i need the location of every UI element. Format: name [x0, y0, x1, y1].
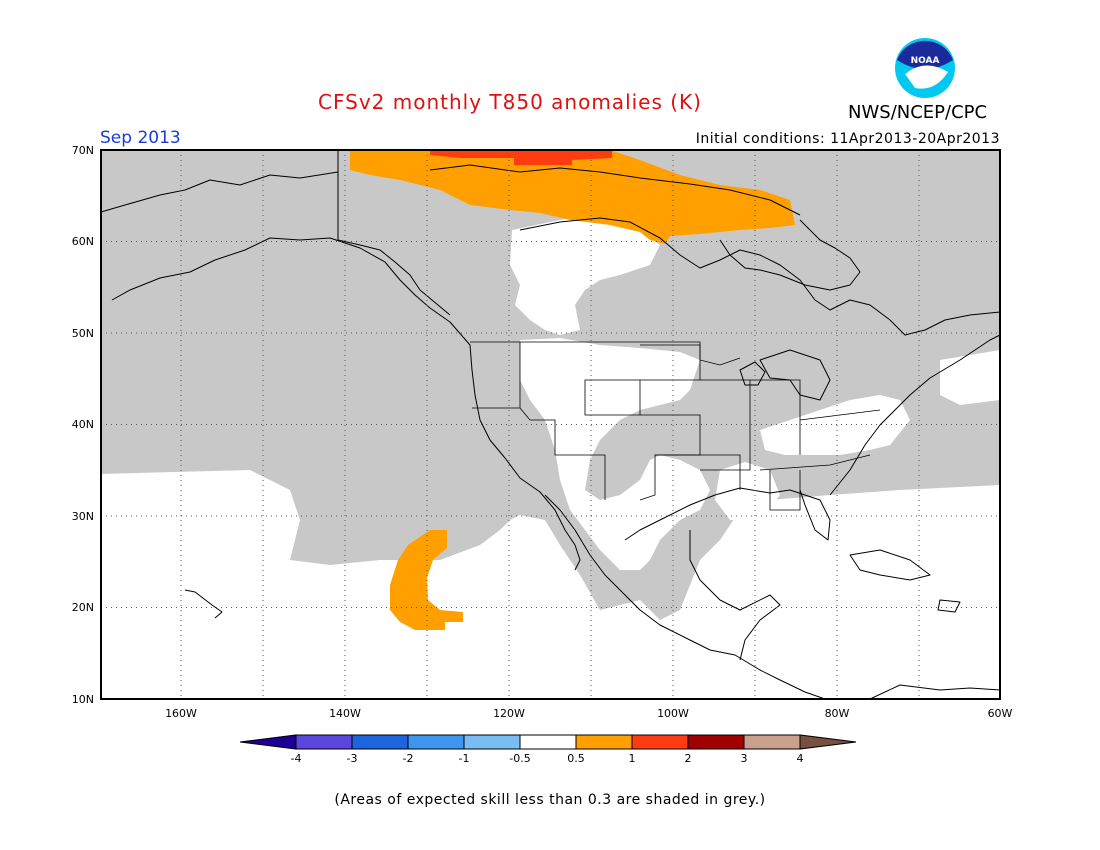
colorbar-tick-label: -0.5	[509, 752, 530, 765]
colorbar-tick-label: -1	[459, 752, 470, 765]
colorbar-swatch	[687, 734, 745, 750]
lon-label: 60W	[988, 707, 1013, 720]
colorbar-tick-label: 0.5	[567, 752, 585, 765]
lat-label: 30N	[72, 510, 94, 523]
agency-label: NWS/NCEP/CPC	[848, 102, 988, 123]
colorbar-tick-label: -3	[347, 752, 358, 765]
colorbar-swatch	[407, 734, 465, 750]
forecast-month: Sep 2013	[100, 128, 181, 148]
colorbar-tick-label: -2	[403, 752, 414, 765]
colorbar-swatch	[631, 734, 689, 750]
lon-label: 140W	[329, 707, 361, 720]
colorbar-arrow-right	[799, 734, 857, 750]
skill-note: (Areas of expected skill less than 0.3 a…	[334, 792, 766, 808]
colorbar: -4 -3 -2 -1 -0.5 0.5 1 2 3 4	[239, 734, 857, 765]
lat-label: 60N	[72, 235, 94, 248]
lon-label: 120W	[493, 707, 525, 720]
colorbar-swatch	[351, 734, 409, 750]
neutral-regions	[101, 212, 1000, 699]
lon-label: 80W	[825, 707, 850, 720]
lon-label: 160W	[165, 707, 197, 720]
colorbar-tick-label: 1	[629, 752, 636, 765]
colorbar-swatch	[463, 734, 521, 750]
colorbar-tick-label: 4	[797, 752, 804, 765]
map-area	[100, 149, 1001, 700]
map-frame	[100, 149, 1001, 700]
colorbar-swatch	[575, 734, 633, 750]
colorbar-tick-label: -4	[291, 752, 302, 765]
noaa-logo: NOAA	[895, 38, 955, 98]
lon-label: 100W	[657, 707, 689, 720]
colorbar-arrow-left	[239, 734, 297, 750]
state-boundaries	[470, 341, 881, 511]
colorbar-swatch	[295, 734, 353, 750]
coastlines	[100, 150, 1001, 700]
colorbar-tick-label: 3	[741, 752, 748, 765]
lat-label: 50N	[72, 327, 94, 340]
lat-label: 40N	[72, 418, 94, 431]
initial-conditions: Initial conditions: 11Apr2013-20Apr2013	[695, 131, 1000, 147]
colorbar-swatch	[743, 734, 801, 750]
colorbar-tick-label: 2	[685, 752, 692, 765]
lat-labels: 70N 60N 50N 40N 30N 20N 10N	[72, 144, 94, 706]
lon-labels: 160W 140W 120W 100W 80W 60W	[165, 707, 1012, 720]
lat-label: 20N	[72, 601, 94, 614]
lat-label: 10N	[72, 693, 94, 706]
colorbar-swatch	[519, 734, 577, 750]
logo-text: NOAA	[911, 56, 940, 66]
anomaly-red-region	[430, 150, 612, 165]
page-title: CFSv2 monthly T850 anomalies (K)	[318, 90, 702, 114]
lat-label: 70N	[72, 144, 94, 157]
